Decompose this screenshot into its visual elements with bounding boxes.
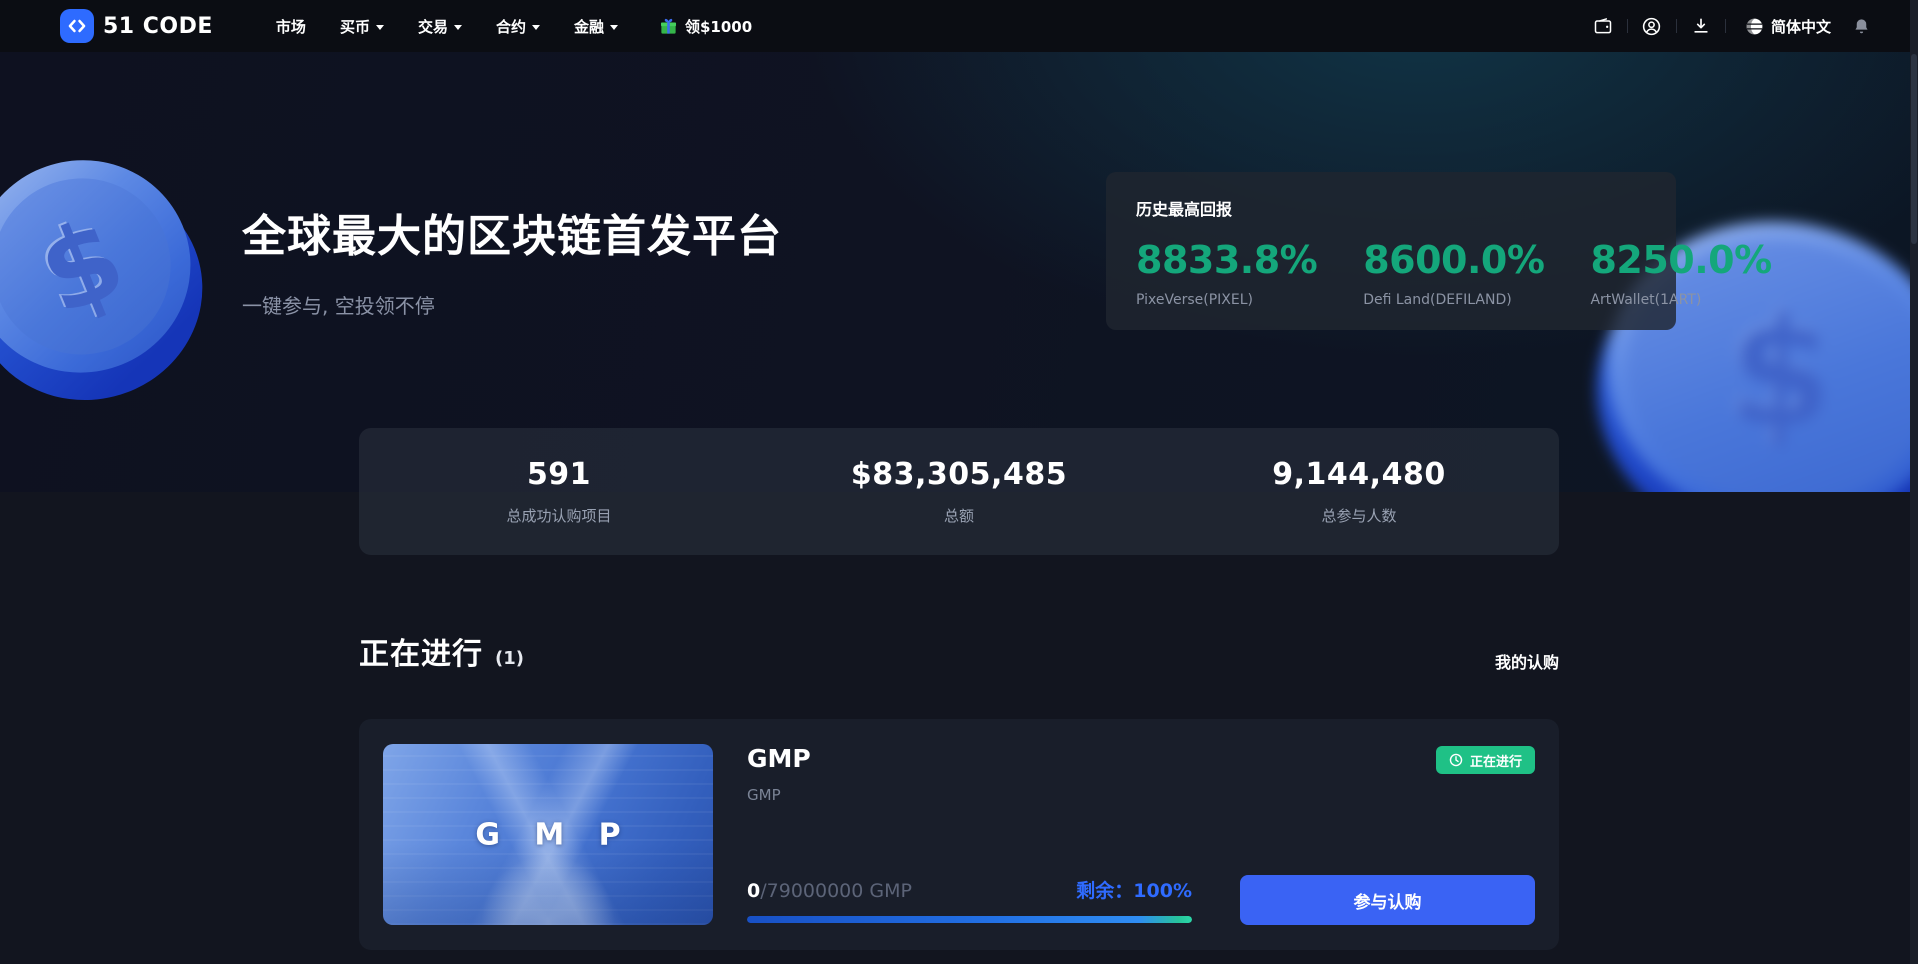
progress-block: 0/79000000 GMP 剩余：100% [747,876,1192,925]
stat-label: 总参与人数 [1321,507,1397,525]
hero-title: 全球最大的区块链首发平台 [242,211,782,262]
project-name: GMP [747,744,811,773]
hero-subtitle: 一键参与, 空投领不停 [242,294,435,318]
stat-value: 591 [526,457,592,492]
top-navbar: 51 CODE 市场 买币 交易 合约 金融 [0,0,1918,52]
my-subscriptions-link[interactable]: 我的认购 [1494,653,1559,672]
scrollbar-thumb[interactable] [1911,54,1917,244]
menu-item-label: 市场 [275,17,306,36]
claim-bonus-button[interactable]: 领$1000 [659,16,752,37]
section-count: (1) [495,648,524,669]
return-label: ArtWallet(1ART) [1590,292,1702,308]
bell-icon[interactable] [1850,15,1872,37]
stat-item: $83,305,485 总额 [759,457,1159,526]
return-value: 8250.0% [1590,238,1772,282]
clock-icon [1449,753,1463,767]
gift-icon [659,17,678,36]
stat-value: $83,305,485 [850,457,1068,492]
return-value: 8600.0% [1363,238,1545,282]
return-value: 8833.8% [1136,238,1318,282]
project-body: GMP GMP 正在进行 0/79000000 GMP 剩余：100% [747,744,1535,925]
hero-section: $ $ 全球最大的区块链首发平台 一键参与, 空投领不停 历史最高回报 8833… [0,52,1918,492]
menu-item-label: 交易 [417,17,448,36]
progress-bar [747,916,1192,923]
divider [1724,19,1726,33]
platform-stats-bar: 591 总成功认购项目 $83,305,485 总额 9,144,480 总参与… [359,428,1559,555]
main-content: 正在进行 (1) 我的认购 G M P GMP GMP 正在进行 [359,629,1559,950]
project-thumbnail-text: G M P [475,817,633,852]
menu-item-contract[interactable]: 合约 [479,0,557,52]
section-header: 正在进行 (1) 我的认购 [359,629,1559,673]
globe-icon [1745,17,1764,36]
return-label: PixeVerse(PIXEL) [1136,292,1253,308]
status-badge: 正在进行 [1435,746,1535,774]
section-title-wrap: 正在进行 (1) [359,629,524,673]
progress-bar-fill [747,916,1192,923]
menu-item-label: 买币 [339,17,370,36]
return-item: 8833.8% PixeVerse(PIXEL) [1136,238,1318,308]
return-label: Defi Land(DEFILAND) [1363,292,1512,308]
returns-row: 8833.8% PixeVerse(PIXEL) 8600.0% Defi La… [1136,238,1772,308]
language-selector[interactable]: 简体中文 [1745,16,1831,37]
section-title: 正在进行 [359,637,483,672]
return-item: 8600.0% Defi Land(DEFILAND) [1363,238,1545,308]
progress-remaining: 剩余：100% [1076,876,1192,903]
progress-amount: 0/79000000 GMP [747,880,912,902]
menu-item-finance[interactable]: 金融 [557,0,635,52]
menu-item-buy[interactable]: 买币 [323,0,401,52]
menu-item-trade[interactable]: 交易 [401,0,479,52]
wallet-icon[interactable] [1592,15,1614,37]
main-menu: 市场 买币 交易 合约 金融 [259,0,635,52]
hero-text-block: 全球最大的区块链首发平台 一键参与, 空投领不停 [242,200,782,319]
return-item: 8250.0% ArtWallet(1ART) [1590,238,1772,308]
navbar-left: 51 CODE 市场 买币 交易 合约 金融 [60,0,752,52]
claim-bonus-label: 领$1000 [685,17,753,36]
language-label: 简体中文 [1770,17,1831,36]
progress-texts: 0/79000000 GMP 剩余：100% [747,876,1192,903]
scrollbar[interactable] [1910,0,1918,964]
brand-logo[interactable]: 51 CODE [60,9,213,43]
code-brackets-icon [60,9,94,43]
menu-item-market[interactable]: 市场 [259,0,323,52]
divider [1675,19,1677,33]
menu-item-label: 金融 [573,17,604,36]
stat-label: 总成功认购项目 [506,507,612,525]
status-label: 正在进行 [1469,754,1522,770]
progress-total: /79000000 GMP [760,880,912,902]
chevron-down-icon [453,24,462,30]
chevron-down-icon [531,24,540,30]
remaining-value: 100% [1133,880,1192,902]
project-thumbnail[interactable]: G M P [383,744,713,925]
account-icon[interactable] [1641,15,1663,37]
menu-item-label: 合约 [495,17,526,36]
chevron-down-icon [375,24,384,30]
download-icon[interactable] [1690,15,1712,37]
navbar-right: 简体中文 [1592,15,1872,37]
stat-value: 9,144,480 [1272,457,1446,492]
participate-button[interactable]: 参与认购 [1240,875,1535,925]
project-bottom-row: 0/79000000 GMP 剩余：100% 参与认购 [747,875,1535,925]
divider [1626,19,1628,33]
hero-content: 全球最大的区块链首发平台 一键参与, 空投领不停 历史最高回报 8833.8% … [0,52,1918,330]
project-subtitle: GMP [747,786,781,804]
stat-item: 591 总成功认购项目 [359,457,759,526]
stat-label: 总额 [943,507,974,525]
progress-current: 0 [747,880,761,902]
project-card-gmp: G M P GMP GMP 正在进行 0/79000000 GMP 剩余：100… [359,719,1559,950]
chevron-down-icon [610,24,618,30]
stat-item: 9,144,480 总参与人数 [1159,457,1559,526]
returns-card-title: 历史最高回报 [1136,200,1233,219]
brand-name: 51 CODE [103,13,213,39]
top-returns-card: 历史最高回报 8833.8% PixeVerse(PIXEL) 8600.0% … [1106,172,1772,330]
remaining-label: 剩余： [1076,880,1134,902]
